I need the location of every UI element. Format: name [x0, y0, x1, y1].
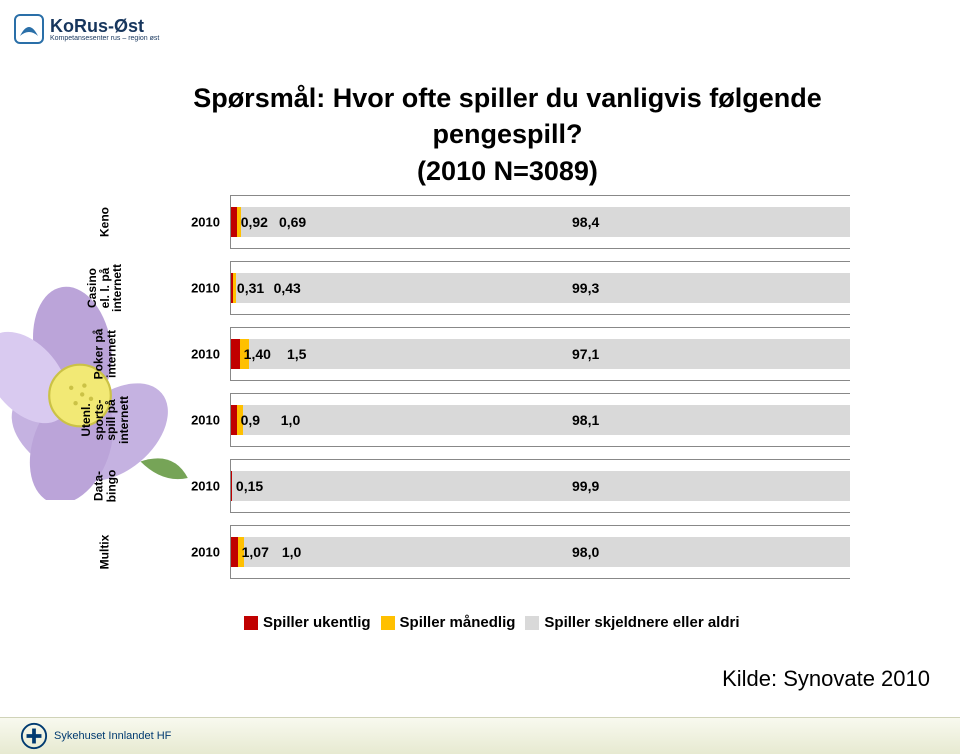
brand-name: KoRus-Øst	[50, 17, 159, 35]
year-label: 2010	[178, 347, 220, 362]
legend-label: Spiller månedlig	[400, 614, 516, 631]
legend-swatch	[525, 616, 539, 630]
value-label-monthly: 1,0	[281, 412, 300, 428]
year-label: 2010	[178, 281, 220, 296]
brand-sub: Kompetansesenter rus – region øst	[50, 35, 159, 42]
plot-box: 0,9 1,0 98,1	[230, 393, 850, 447]
value-label-rarely: 98,0	[572, 544, 599, 560]
plot-box: 1,07 1,0 98,0	[230, 525, 850, 579]
chart-row: Keno20100,920,6998,4	[160, 195, 850, 249]
footer-logo-icon	[20, 722, 48, 750]
value-label-rarely: 98,4	[572, 214, 599, 230]
chart-row: Poker påinternett20101,401,597,1	[160, 327, 850, 381]
value-label-weekly: 0,92	[241, 214, 268, 230]
value-label-rarely: 98,1	[572, 412, 599, 428]
value-label-monthly: 0,69	[279, 214, 306, 230]
plot-box: 0,31 0,43 99,3	[230, 261, 850, 315]
slide: KoRus-Øst Kompetansesenter rus – region …	[0, 0, 960, 754]
chart-row: Utenl.sports-spill påinternett20100,91,0…	[160, 393, 850, 447]
value-label-rarely: 97,1	[572, 346, 599, 362]
plot-box: 0,15 99,9	[230, 459, 850, 513]
value-label-monthly: 0,43	[274, 280, 301, 296]
value-label-rarely: 99,3	[572, 280, 599, 296]
plot-box: 1,40 1,5 97,1	[230, 327, 850, 381]
legend-label: Spiller skjeldnere eller aldri	[544, 614, 739, 631]
bar-track: 0,9 1,0 98,1	[231, 405, 850, 435]
value-label-weekly: 0,31	[237, 280, 264, 296]
chart-row: Multix20101,071,098,0	[160, 525, 850, 579]
bar-track: 1,07 1,0 98,0	[231, 537, 850, 567]
chart-row: Casinoel. l. påinternett20100,310,4399,3	[160, 261, 850, 315]
year-label: 2010	[178, 545, 220, 560]
value-label-weekly: 1,07	[242, 544, 269, 560]
legend-item: Spiller skjeldnere eller aldri	[525, 614, 739, 631]
segment-monthly	[233, 273, 236, 303]
source-line: Kilde: Synovate 2010	[722, 666, 930, 692]
legend-item: Spiller månedlig	[381, 614, 516, 631]
segment-weekly	[231, 471, 232, 501]
legend-item: Spiller ukentlig	[244, 614, 371, 631]
value-label-weekly: 0,9	[241, 412, 260, 428]
value-label-monthly: 1,5	[287, 346, 306, 362]
brand-logo: KoRus-Øst Kompetansesenter rus – region …	[14, 14, 159, 44]
bar-track: 0,92 0,69 98,4	[231, 207, 850, 237]
footer-text: Sykehuset Innlandet HF	[54, 730, 171, 742]
value-label-rarely: 99,9	[572, 478, 599, 494]
legend-label: Spiller ukentlig	[263, 614, 371, 631]
segment-weekly	[231, 339, 240, 369]
segment-weekly	[231, 537, 238, 567]
legend-swatch	[244, 616, 258, 630]
category-label: Multix	[99, 512, 112, 592]
title-line2: (2010 N=3089)	[417, 156, 598, 186]
value-label-monthly: 1,0	[282, 544, 301, 560]
chart-row: Data-bingo20100,1599,9	[160, 459, 850, 513]
brand-logo-icon	[14, 14, 44, 44]
value-label-weekly: 1,40	[244, 346, 271, 362]
bar-chart: Keno20100,920,6998,4Casinoel. l. påinter…	[160, 195, 850, 595]
footer-logo: Sykehuset Innlandet HF	[20, 722, 171, 750]
bar-track: 0,31 0,43 99,3	[231, 273, 850, 303]
legend-swatch	[381, 616, 395, 630]
year-label: 2010	[178, 413, 220, 428]
plot-box: 0,92 0,69 98,4	[230, 195, 850, 249]
title-line1: Spørsmål: Hvor ofte spiller du vanligvis…	[193, 83, 822, 149]
footer: Sykehuset Innlandet HF	[0, 717, 960, 754]
page-title: Spørsmål: Hvor ofte spiller du vanligvis…	[115, 80, 900, 189]
chart-legend: Spiller ukentlig Spiller månedlig Spiller …	[244, 614, 740, 631]
year-label: 2010	[178, 479, 220, 494]
bar-track: 1,40 1,5 97,1	[231, 339, 850, 369]
year-label: 2010	[178, 215, 220, 230]
value-label-weekly: 0,15	[236, 478, 263, 494]
bar-track: 0,15 99,9	[231, 471, 850, 501]
